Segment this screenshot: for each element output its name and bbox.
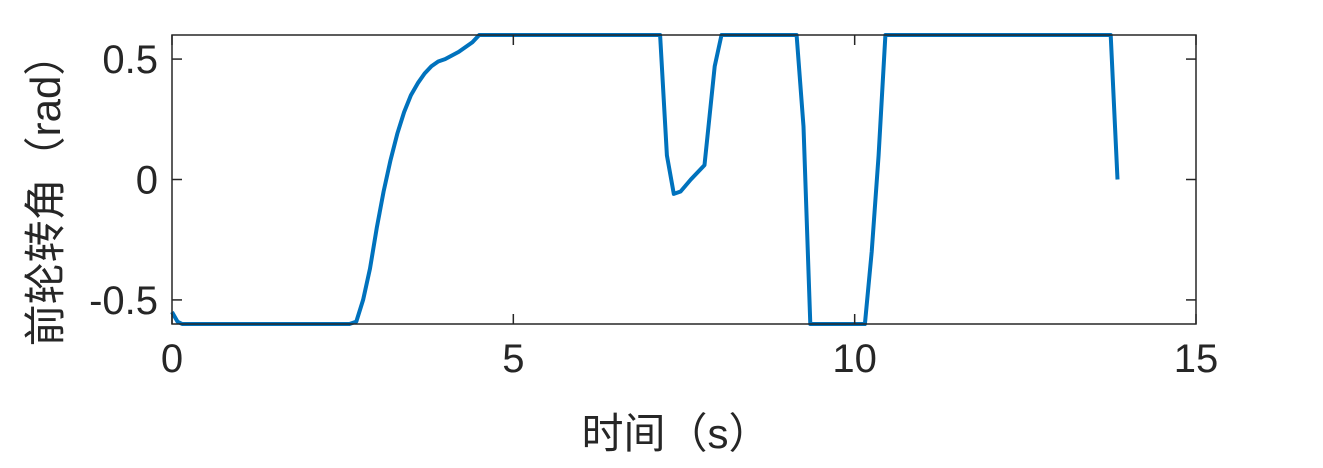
x-axis-label: 时间（s） — [581, 410, 770, 457]
x-tick-label: 15 — [1174, 337, 1219, 381]
y-tick-label: 0.5 — [102, 38, 158, 82]
x-tick-label: 10 — [832, 337, 877, 381]
plot-area — [172, 35, 1196, 324]
y-tick-label: -0.5 — [89, 279, 158, 323]
y-tick-label: 0 — [136, 159, 158, 203]
y-axis-label: 前轮转角（rad） — [22, 34, 69, 347]
x-tick-label: 0 — [161, 337, 183, 381]
x-tick-label: 5 — [502, 337, 524, 381]
ticks-layer: 0 5 10 15-0.500.5 — [89, 35, 1218, 381]
